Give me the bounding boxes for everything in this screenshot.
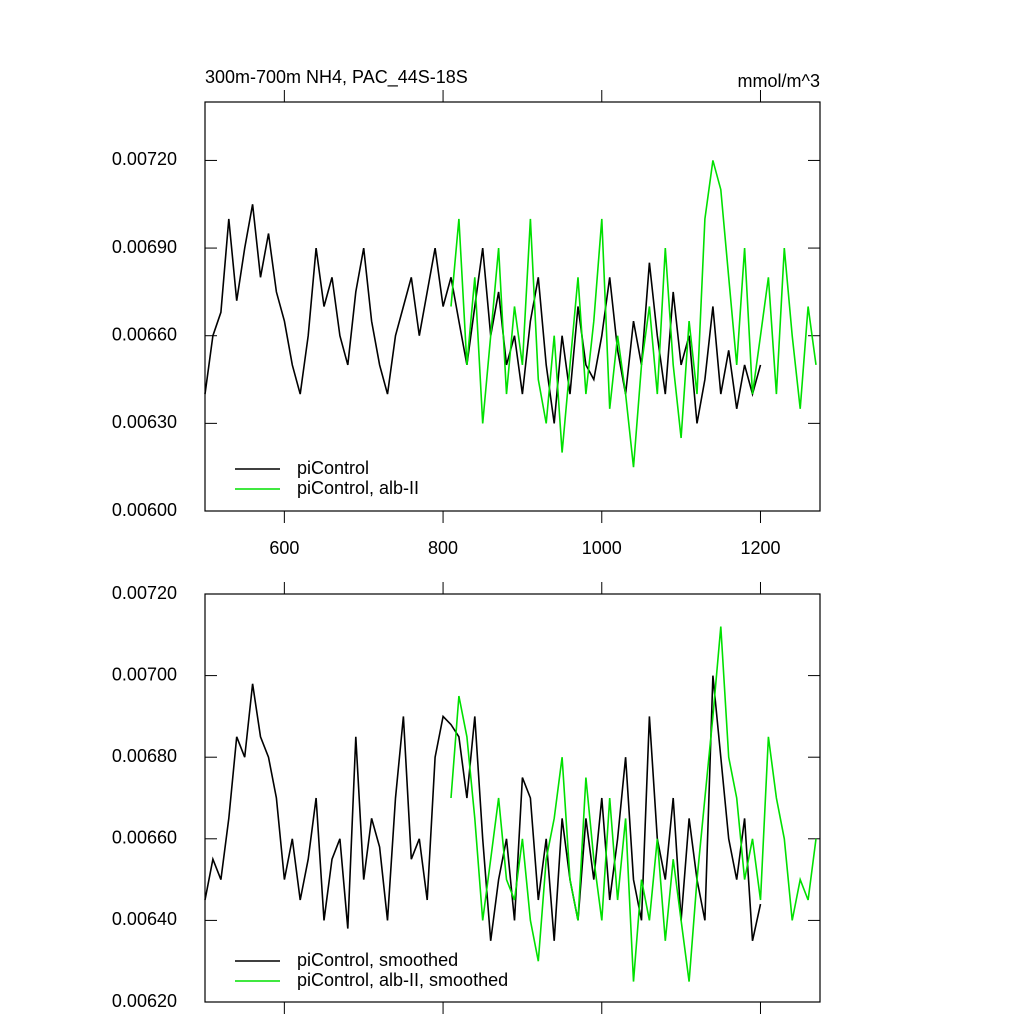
series-line bbox=[450, 626, 817, 982]
legend-label: piControl, smoothed bbox=[297, 950, 458, 970]
y-tick-label: 0.00660 bbox=[112, 828, 177, 848]
x-tick-label: 1000 bbox=[582, 538, 622, 558]
x-tick-label: 600 bbox=[269, 538, 299, 558]
y-tick-label: 0.00690 bbox=[112, 237, 177, 257]
plot-frame bbox=[204, 101, 821, 512]
series-line bbox=[450, 160, 817, 468]
x-tick-label: 800 bbox=[428, 538, 458, 558]
y-tick-label: 0.00720 bbox=[112, 149, 177, 169]
y-tick-label: 0.00620 bbox=[112, 991, 177, 1011]
chart-title: 300m-700m NH4, PAC_44S-18S bbox=[205, 67, 468, 88]
x-tick-label: 1200 bbox=[740, 538, 780, 558]
y-tick-label: 0.00660 bbox=[112, 324, 177, 344]
units-label: mmol/m^3 bbox=[738, 71, 820, 91]
y-tick-label: 0.00680 bbox=[112, 746, 177, 766]
series-line bbox=[204, 204, 762, 424]
y-tick-label: 0.00630 bbox=[112, 412, 177, 432]
legend-label: piControl, alb-II bbox=[297, 478, 419, 498]
legend-label: piControl bbox=[297, 458, 369, 478]
y-tick-label: 0.00600 bbox=[112, 500, 177, 520]
plot-frame bbox=[204, 593, 821, 1003]
y-tick-label: 0.00640 bbox=[112, 909, 177, 929]
series-line bbox=[204, 675, 762, 941]
legend-label: piControl, alb-II, smoothed bbox=[297, 970, 508, 990]
y-tick-label: 0.00720 bbox=[112, 583, 177, 603]
y-tick-label: 0.00700 bbox=[112, 664, 177, 684]
